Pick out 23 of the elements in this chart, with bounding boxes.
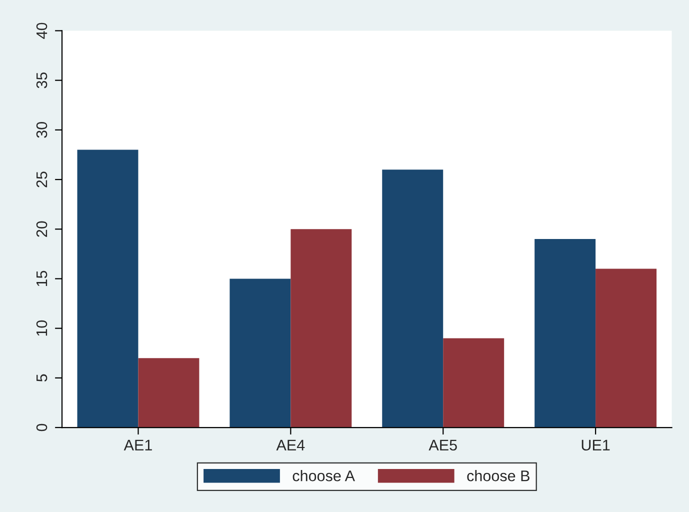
- x-tick-label: AE1: [124, 440, 152, 450]
- y-tick-label: 35: [36, 72, 48, 88]
- y-tick-label: 15: [36, 270, 48, 286]
- bar: [596, 268, 657, 428]
- bar: [230, 278, 291, 428]
- bar: [534, 239, 596, 428]
- legend-label: choose B: [467, 470, 530, 482]
- y-tick-label: 20: [36, 221, 48, 237]
- bar: [443, 338, 504, 428]
- y-tick-label: 0: [36, 424, 48, 432]
- y-tick-label: 10: [36, 320, 48, 336]
- x-tick-label: UE1: [582, 440, 610, 451]
- x-tick-label: AE5: [428, 440, 457, 451]
- y-tick-label: 25: [36, 172, 48, 188]
- bar: [138, 358, 200, 428]
- y-tick-label: 30: [36, 122, 48, 138]
- x-tick-label: AE4: [276, 440, 305, 450]
- bar: [382, 170, 444, 428]
- y-tick-label: 5: [36, 374, 48, 382]
- legend-label: choose A: [292, 470, 355, 482]
- bar: [290, 229, 352, 428]
- y-tick-label: 40: [36, 22, 48, 39]
- bar: [77, 150, 138, 428]
